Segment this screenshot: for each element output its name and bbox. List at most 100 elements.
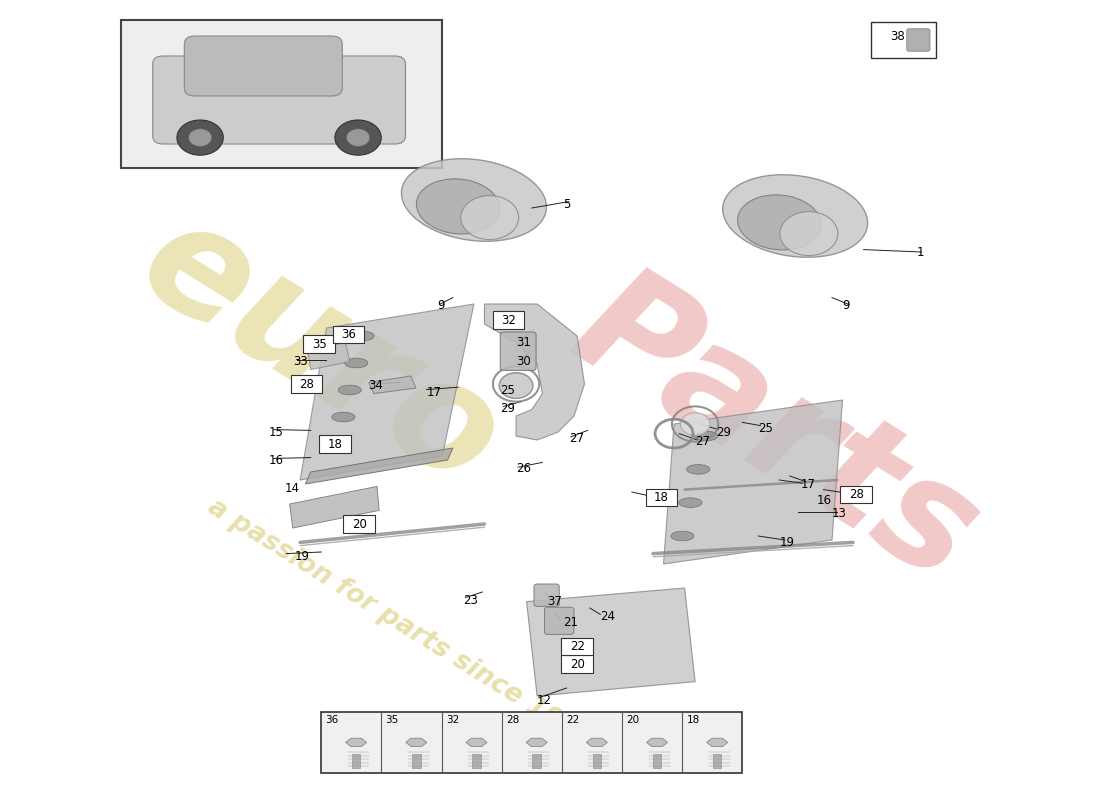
Polygon shape — [647, 738, 668, 746]
FancyBboxPatch shape — [906, 29, 930, 51]
Text: 1: 1 — [916, 246, 924, 258]
Text: 21: 21 — [563, 616, 579, 629]
FancyBboxPatch shape — [534, 584, 559, 606]
Bar — [532, 754, 541, 768]
Circle shape — [334, 120, 382, 155]
Polygon shape — [484, 304, 584, 440]
Text: 28: 28 — [849, 488, 864, 501]
Bar — [472, 754, 481, 768]
Text: 16: 16 — [816, 494, 832, 506]
Bar — [593, 754, 601, 768]
Text: 36: 36 — [326, 715, 339, 725]
Text: 26: 26 — [516, 462, 531, 474]
Text: 37: 37 — [548, 595, 562, 608]
Ellipse shape — [686, 465, 710, 474]
Text: 32: 32 — [502, 314, 516, 326]
Bar — [321, 712, 742, 773]
FancyBboxPatch shape — [544, 607, 574, 634]
Ellipse shape — [723, 174, 868, 258]
Ellipse shape — [671, 531, 694, 541]
Polygon shape — [306, 448, 453, 484]
Text: 27: 27 — [569, 432, 584, 445]
Text: 32: 32 — [446, 715, 459, 725]
Polygon shape — [706, 738, 728, 746]
Ellipse shape — [461, 196, 519, 240]
Ellipse shape — [679, 498, 702, 507]
Text: 9: 9 — [843, 299, 850, 312]
Text: 5: 5 — [563, 198, 571, 210]
Polygon shape — [308, 342, 350, 370]
Text: 19: 19 — [780, 536, 794, 549]
Bar — [412, 754, 420, 768]
Text: 12: 12 — [537, 694, 552, 706]
Text: 36: 36 — [341, 328, 356, 341]
FancyBboxPatch shape — [185, 36, 342, 96]
Ellipse shape — [738, 195, 821, 250]
Text: 22: 22 — [566, 715, 580, 725]
Polygon shape — [406, 738, 427, 746]
Bar — [121, 20, 442, 168]
Text: 19: 19 — [295, 550, 310, 562]
Text: 25: 25 — [500, 384, 515, 397]
Circle shape — [681, 413, 710, 435]
Polygon shape — [289, 486, 380, 528]
Circle shape — [499, 373, 532, 398]
Polygon shape — [345, 738, 366, 746]
Ellipse shape — [780, 212, 838, 256]
Bar — [493, 311, 525, 329]
Bar — [352, 754, 361, 768]
Text: euro: euro — [114, 185, 527, 519]
Text: 28: 28 — [506, 715, 519, 725]
Text: 15: 15 — [268, 426, 284, 438]
Text: 29: 29 — [716, 426, 732, 438]
Bar — [646, 489, 678, 506]
Polygon shape — [526, 738, 547, 746]
Text: 20: 20 — [626, 715, 639, 725]
Text: 18: 18 — [654, 491, 669, 504]
Text: 35: 35 — [311, 338, 327, 350]
Text: Parts: Parts — [548, 251, 1003, 613]
Bar — [333, 326, 364, 343]
Text: 24: 24 — [601, 610, 615, 622]
Text: a passion for parts since 1985: a passion for parts since 1985 — [204, 494, 597, 754]
Ellipse shape — [351, 331, 374, 341]
Ellipse shape — [332, 412, 355, 422]
Text: 18: 18 — [328, 438, 342, 450]
Bar — [290, 375, 322, 393]
Text: 16: 16 — [268, 454, 284, 466]
Text: 31: 31 — [516, 336, 531, 349]
Bar — [232, 144, 990, 704]
Circle shape — [188, 129, 211, 146]
Text: 13: 13 — [832, 507, 847, 520]
Text: 34: 34 — [368, 379, 384, 392]
Ellipse shape — [344, 358, 367, 368]
Text: 35: 35 — [386, 715, 399, 725]
Polygon shape — [527, 588, 695, 696]
Text: 22: 22 — [570, 640, 584, 653]
Text: 29: 29 — [500, 402, 515, 414]
Ellipse shape — [694, 431, 717, 441]
Bar — [319, 435, 351, 453]
Ellipse shape — [417, 179, 499, 234]
Ellipse shape — [326, 439, 349, 449]
Text: 18: 18 — [686, 715, 700, 725]
Bar — [561, 638, 593, 655]
Circle shape — [502, 373, 531, 395]
Text: 20: 20 — [352, 518, 366, 530]
Text: 33: 33 — [293, 355, 308, 368]
Ellipse shape — [402, 158, 547, 242]
Bar — [840, 486, 872, 503]
Text: 9: 9 — [437, 299, 444, 312]
Ellipse shape — [338, 386, 362, 395]
Polygon shape — [300, 304, 474, 480]
Text: 25: 25 — [758, 422, 773, 434]
Polygon shape — [466, 738, 487, 746]
Bar — [561, 655, 593, 673]
Polygon shape — [663, 400, 843, 564]
Text: 30: 30 — [516, 355, 531, 368]
Polygon shape — [368, 376, 416, 394]
Bar — [304, 335, 334, 353]
Text: 38: 38 — [890, 30, 904, 43]
Text: 17: 17 — [427, 386, 441, 398]
Polygon shape — [586, 738, 607, 746]
